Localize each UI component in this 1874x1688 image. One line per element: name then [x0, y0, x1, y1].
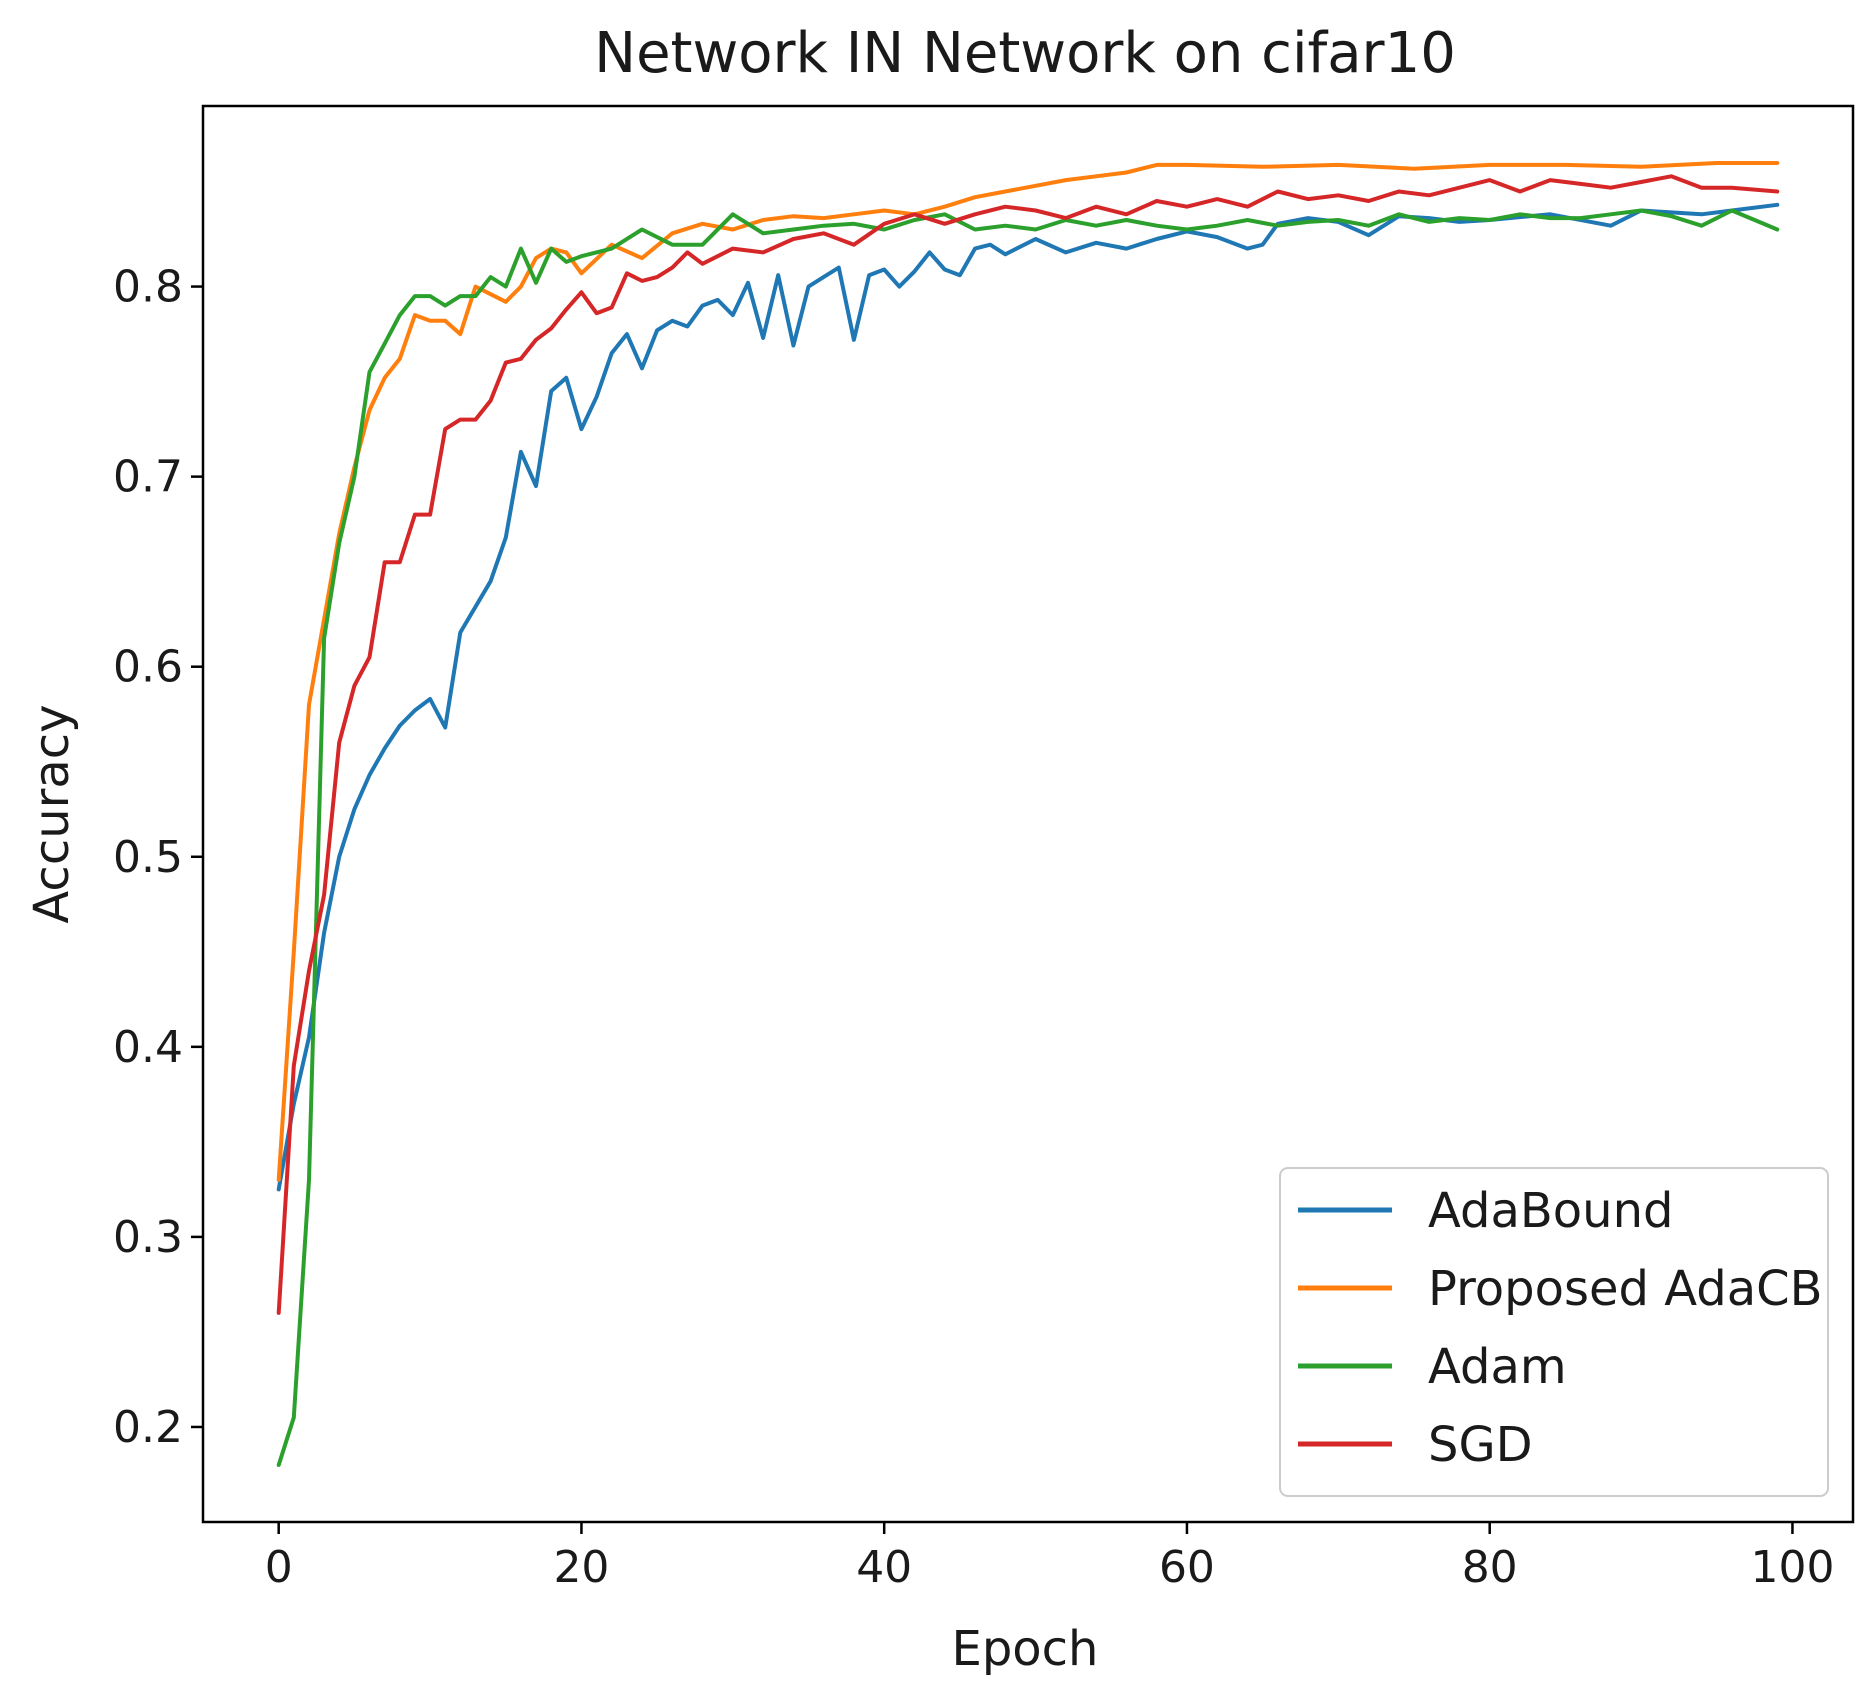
- x-axis: 0 20 40 60 80 100: [265, 1522, 1834, 1593]
- y-tick-label: 0.4: [113, 1022, 183, 1073]
- x-axis-label: Epoch: [952, 1621, 1099, 1677]
- y-axis-label: Accuracy: [24, 704, 80, 923]
- legend-label: Proposed AdaCB: [1428, 1261, 1823, 1317]
- x-tick-label: 0: [265, 1542, 293, 1593]
- y-tick-label: 0.3: [113, 1212, 183, 1263]
- x-tick-label: 60: [1159, 1542, 1215, 1593]
- y-tick-label: 0.2: [113, 1402, 183, 1453]
- series-line-proposed-adacb: [276, 161, 1780, 1182]
- chart-title: Network IN Network on cifar10: [594, 21, 1456, 86]
- series-lines: [276, 161, 1780, 1467]
- y-axis: 0.2 0.3 0.4 0.5 0.6 0.7 0.8: [113, 262, 203, 1453]
- series-line-adam: [276, 208, 1780, 1467]
- y-tick-label: 0.8: [113, 262, 183, 313]
- plot-area: [201, 104, 1855, 1524]
- x-tick-label: 80: [1462, 1542, 1518, 1593]
- y-tick-label: 0.5: [113, 832, 183, 883]
- legend-frame: [1279, 1167, 1829, 1497]
- legend-label: SGD: [1428, 1417, 1533, 1473]
- x-tick-label: 20: [553, 1542, 609, 1593]
- x-tick-label: 100: [1750, 1542, 1834, 1593]
- y-tick-label: 0.7: [113, 452, 183, 503]
- x-tick-label: 40: [856, 1542, 912, 1593]
- series-line-sgd: [276, 174, 1780, 1315]
- legend: AdaBound Proposed AdaCB Adam SGD: [1279, 1167, 1829, 1497]
- legend-label: Adam: [1428, 1339, 1567, 1395]
- legend-label: AdaBound: [1428, 1183, 1673, 1239]
- y-tick-label: 0.6: [113, 642, 183, 693]
